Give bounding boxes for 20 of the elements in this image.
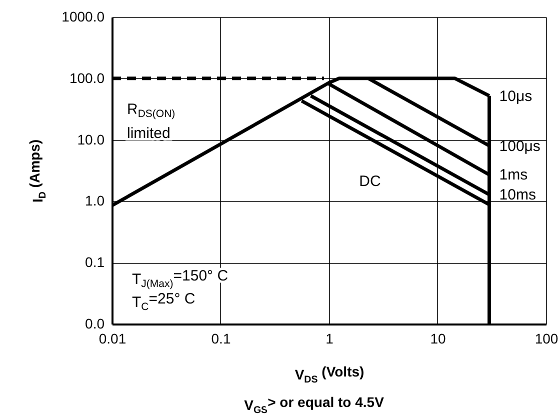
annotation: T$_{C}$=25° C bbox=[132, 290, 196, 314]
y-tick-label: 1000.0 bbox=[62, 8, 105, 24]
x-tick-label: 100 bbox=[534, 330, 558, 346]
y-tick-label: 1.0 bbox=[85, 192, 105, 209]
x-tick-label: 0.01 bbox=[98, 330, 126, 346]
y-tick-label: 0.0 bbox=[85, 316, 105, 332]
series-label: 100μs bbox=[499, 138, 540, 155]
text: V$_{GS}$> or equal to 4.5V bbox=[244, 394, 385, 416]
x-tick-label: 10 bbox=[430, 330, 446, 346]
y-tick-label: 100.0 bbox=[69, 70, 105, 86]
series-label: 10ms bbox=[499, 186, 536, 204]
annotation: DC bbox=[359, 173, 381, 190]
annotation: R$_{DS(ON)}$ limited bbox=[127, 101, 176, 142]
series-label: 1ms bbox=[499, 166, 528, 184]
y-tick-label: 10.0 bbox=[77, 131, 105, 148]
x-tick-label: 0.1 bbox=[211, 330, 231, 346]
series-label: 10μs bbox=[499, 88, 532, 105]
y-tick-label: 0.1 bbox=[85, 254, 105, 270]
x-tick-label: 1 bbox=[326, 330, 334, 346]
x-axis-title: V$_{DS}$ (Volts) bbox=[294, 363, 364, 386]
